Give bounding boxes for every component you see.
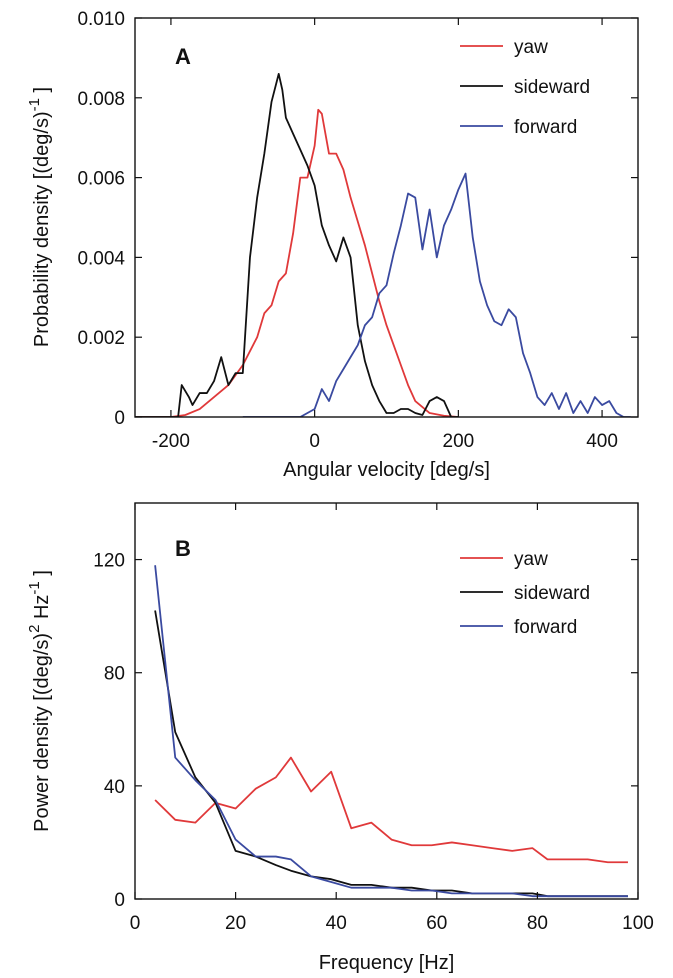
series-line-sideward bbox=[135, 72, 459, 417]
y-axis-label: Probability density [(deg/s)-1 ] bbox=[26, 87, 53, 347]
x-tick-label: 20 bbox=[225, 913, 246, 934]
y-tick-label: 0 bbox=[114, 890, 125, 911]
y-axis-label-main: Power density [(deg/s) bbox=[31, 633, 53, 832]
x-tick-label: 400 bbox=[586, 431, 618, 452]
y-tick-label: 80 bbox=[104, 664, 125, 685]
x-tick-label: -200 bbox=[152, 431, 190, 452]
y-tick-label: 0.002 bbox=[77, 328, 125, 349]
series-line-forward bbox=[242, 172, 631, 417]
x-axis-label: Frequency [Hz] bbox=[319, 952, 455, 974]
y-tick-label: 120 bbox=[93, 551, 125, 572]
series-line-forward bbox=[154, 565, 628, 898]
legend-label-yaw: yaw bbox=[514, 37, 548, 58]
y-tick-label: 40 bbox=[104, 777, 125, 798]
legend-label-sideward: sideward bbox=[514, 77, 590, 98]
legend-label-sideward: sideward bbox=[514, 583, 590, 604]
y-tick-label: 0.008 bbox=[77, 89, 125, 110]
x-tick-label: 200 bbox=[443, 431, 475, 452]
chart-panel-B: 0 20 40 60 80 100 0 40 80 120 B yaw sideward forward F… bbox=[26, 502, 654, 974]
y-axis-label-sup: 2 bbox=[26, 625, 43, 633]
x-tick-label: 0 bbox=[130, 913, 141, 934]
y-axis-label-main: Probability density [(deg/s) bbox=[31, 111, 53, 347]
y-tick-label: 0 bbox=[114, 408, 125, 429]
y-tick-label: 0.006 bbox=[77, 169, 125, 190]
plot-frame bbox=[134, 502, 639, 900]
chart-panel-A: -200 0 200 400 0 0.002 0.004 0.006 0.008 0.010 A ya… bbox=[26, 9, 639, 481]
series-line-sideward bbox=[154, 610, 628, 898]
x-tick-label: 0 bbox=[309, 431, 320, 452]
y-axis-label-sup: -1 bbox=[26, 98, 43, 111]
y-axis-label-sup2: -1 bbox=[26, 581, 43, 594]
legend-label-forward: forward bbox=[514, 617, 577, 638]
x-tick-label: 80 bbox=[527, 913, 548, 934]
series-line-yaw bbox=[154, 756, 628, 864]
x-tick-label: 60 bbox=[426, 913, 447, 934]
panel-label: A bbox=[175, 44, 191, 69]
x-axis-label: Angular velocity [deg/s] bbox=[283, 459, 490, 481]
panel-label: B bbox=[175, 536, 191, 561]
y-tick-label: 0.004 bbox=[77, 248, 125, 269]
y-axis-label: Power density [(deg/s)2 Hz-1 ] bbox=[26, 570, 53, 832]
x-tick-label: 40 bbox=[326, 913, 347, 934]
y-axis-label-close: ] bbox=[31, 87, 53, 98]
y-axis-label-close: ] bbox=[31, 570, 53, 581]
y-tick-label: 0.010 bbox=[77, 9, 125, 30]
legend-label-yaw: yaw bbox=[514, 549, 548, 570]
y-axis-label-mid: Hz bbox=[31, 595, 53, 625]
series-line-yaw bbox=[135, 108, 459, 417]
legend-label-forward: forward bbox=[514, 117, 577, 138]
x-tick-label: 100 bbox=[622, 913, 654, 934]
plot-frame bbox=[134, 17, 639, 418]
